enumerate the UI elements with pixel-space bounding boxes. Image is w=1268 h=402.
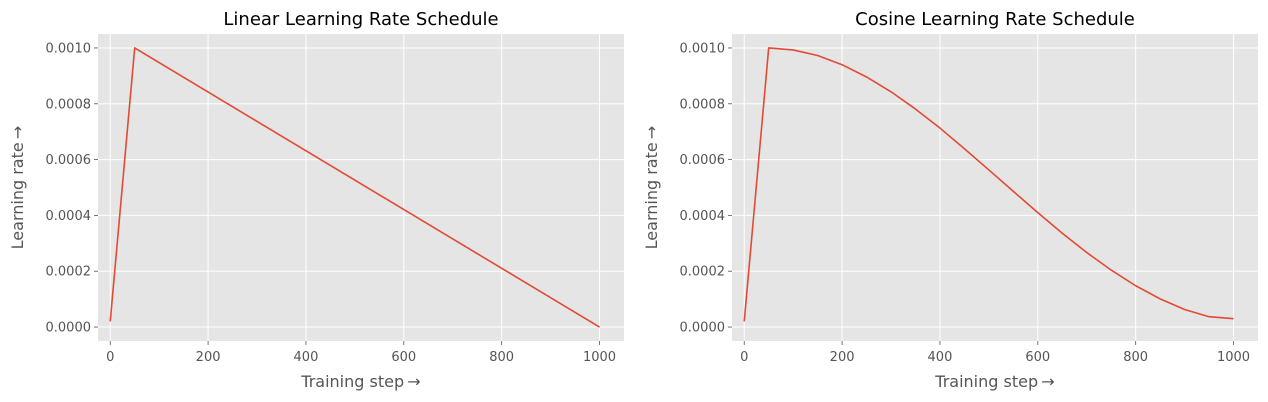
y-tick-label: 0.0008 <box>46 97 92 112</box>
y-tick-label: 0.0004 <box>46 209 92 224</box>
x-tick-label: 400 <box>928 350 953 365</box>
x-tick-label: 1000 <box>583 350 616 365</box>
x-tick-label: 800 <box>489 350 514 365</box>
y-tick-label: 0.0000 <box>46 321 92 336</box>
y-axis-label: Learning rate → <box>642 126 661 250</box>
y-tick-label: 0.0006 <box>680 153 726 168</box>
x-tick-label: 1000 <box>1217 350 1250 365</box>
y-tick-label: 0.0004 <box>680 209 726 224</box>
chart-panel-1: 0 200 400 600 800 1000 0.0000 0.0002 0.0004 0.000… <box>8 9 624 391</box>
x-tick-label: 200 <box>830 350 855 365</box>
series-line-1 <box>743 47 1234 322</box>
x-axis-label: Training step → <box>934 372 1054 391</box>
chart-title: Cosine Learning Rate Schedule <box>855 9 1135 30</box>
x-tick-label: 600 <box>1025 350 1050 365</box>
y-tick-label: 0.0002 <box>680 265 726 280</box>
chart-title: Linear Learning Rate Schedule <box>223 9 498 30</box>
chart-panel-2: 0 200 400 600 800 1000 0.0000 0.0002 0.0004 0.000… <box>642 9 1258 391</box>
x-axis-label: Training step → <box>300 372 420 391</box>
x-tick-label: 800 <box>1123 350 1148 365</box>
y-tick-label: 0.0008 <box>680 97 726 112</box>
y-tick-label: 0.0010 <box>680 41 726 56</box>
y-tick-label: 0.0000 <box>680 321 726 336</box>
x-tick-label: 200 <box>196 350 221 365</box>
x-tick-label: 600 <box>391 350 416 365</box>
x-tick-label: 400 <box>294 350 319 365</box>
x-tick-label: 0 <box>106 350 114 365</box>
y-tick-label: 0.0006 <box>46 153 92 168</box>
series-line-1 <box>109 47 600 328</box>
x-tick-label: 0 <box>740 350 748 365</box>
y-tick-label: 0.0002 <box>46 265 92 280</box>
plot-area <box>732 34 1258 341</box>
y-axis-label: Learning rate → <box>8 126 27 250</box>
y-tick-label: 0.0010 <box>46 41 92 56</box>
